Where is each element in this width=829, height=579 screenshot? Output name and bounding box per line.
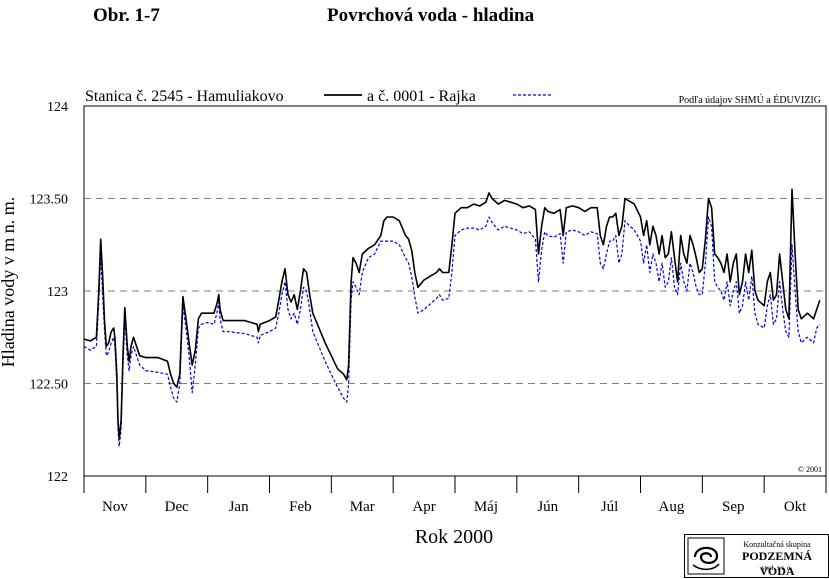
y-tick-labels: 122 122.50 123 123.50 124 bbox=[30, 100, 69, 485]
grid-lines bbox=[84, 198, 826, 384]
copyright-note: © 2001 bbox=[798, 465, 822, 474]
y-tick-label: 123 bbox=[47, 285, 68, 300]
series-lines bbox=[83, 188, 821, 447]
x-tick-label: Apr bbox=[412, 499, 435, 515]
x-axis-label: Rok 2000 bbox=[415, 526, 493, 548]
logo-swirl-icon bbox=[687, 537, 725, 575]
y-tick-label: 123.50 bbox=[30, 193, 69, 208]
series-line-hamuliakovo bbox=[83, 188, 821, 440]
x-tick-label: Okt bbox=[784, 499, 807, 515]
x-axis-ticks: Nov Dec Jan Feb Mar Apr Máj Jún Júl Aug Sep Okt bbox=[83, 476, 827, 515]
source-note: Podľa údajov SHMÚ a ÉDUVIZIG bbox=[679, 94, 821, 106]
y-axis-label: Hladina vody v m n. m. bbox=[0, 197, 18, 367]
x-tick-label: Máj bbox=[474, 499, 498, 515]
x-tick-label: Feb bbox=[289, 499, 312, 515]
legend-label-1: Stanica č. 2545 - Hamuliakovo bbox=[85, 88, 284, 105]
x-tick-label: Sep bbox=[722, 499, 745, 515]
logo-line-1: Konzultačná skupina bbox=[743, 540, 811, 549]
x-tick-label: Dec bbox=[165, 499, 189, 515]
legend-label-2: a č. 0001 - Rajka bbox=[367, 88, 476, 105]
figure-label: Obr. 1-7 bbox=[93, 5, 160, 26]
figure-title: Povrchová voda - hladina bbox=[327, 5, 535, 26]
y-tick-label: 122 bbox=[47, 470, 68, 485]
y-tick-label: 124 bbox=[47, 100, 68, 115]
x-tick-label: Aug bbox=[658, 499, 684, 515]
logo-line-3: spol. s r. o. bbox=[761, 564, 793, 572]
x-tick-label: Jan bbox=[229, 499, 249, 515]
x-tick-label: Nov bbox=[102, 499, 128, 515]
logo-line-2: PODZEMNÁ VODA bbox=[742, 549, 812, 578]
x-tick-label: Mar bbox=[350, 499, 375, 515]
x-tick-label: Jún bbox=[537, 499, 558, 515]
x-tick-label: Júl bbox=[601, 499, 619, 515]
company-logo: Konzultačná skupina PODZEMNÁ VODA spol. … bbox=[684, 534, 829, 578]
y-tick-label: 122.50 bbox=[30, 378, 69, 393]
series-line-rajka bbox=[83, 216, 821, 447]
